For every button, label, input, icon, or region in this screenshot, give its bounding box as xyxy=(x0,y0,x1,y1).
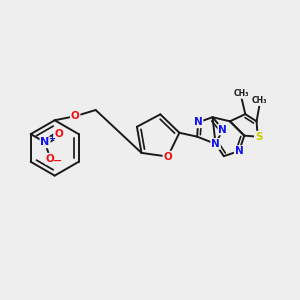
Text: N: N xyxy=(40,137,50,147)
Text: CH₃: CH₃ xyxy=(252,96,267,105)
Text: O: O xyxy=(54,129,63,139)
Text: O: O xyxy=(164,152,172,162)
Text: N: N xyxy=(235,146,244,156)
Text: S: S xyxy=(255,132,262,142)
Text: N: N xyxy=(211,139,220,149)
Text: O: O xyxy=(71,111,80,121)
Text: N: N xyxy=(194,117,203,127)
Text: +: + xyxy=(48,134,55,143)
Text: O: O xyxy=(46,154,55,164)
Text: −: − xyxy=(53,156,62,166)
Text: N: N xyxy=(218,124,227,134)
Text: CH₃: CH₃ xyxy=(233,89,249,98)
